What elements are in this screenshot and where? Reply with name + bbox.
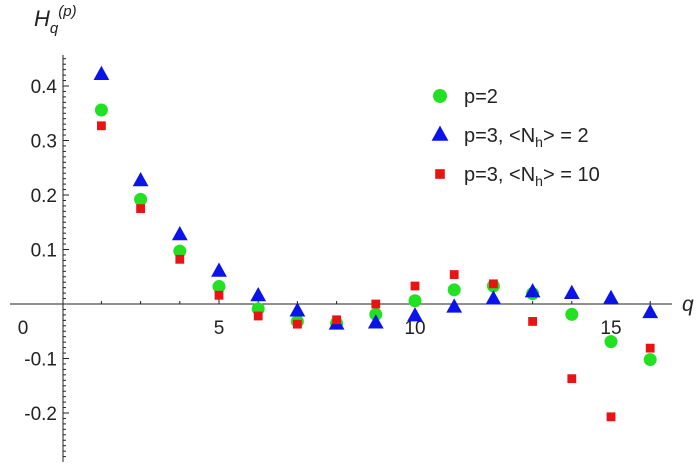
data-point-square <box>371 299 381 309</box>
y-axis-label-superscript: (p) <box>58 3 76 20</box>
data-point-square <box>528 317 537 326</box>
legend-marker-circle <box>433 89 447 103</box>
legend-label: p=3, <Nh> = 10 <box>464 164 600 189</box>
data-point-circle <box>173 244 187 258</box>
data-point-triangle <box>446 298 463 313</box>
data-point-square <box>97 121 106 131</box>
x-axis-label: q <box>682 293 694 316</box>
data-point-circle <box>643 353 657 367</box>
legend: p=2 p=3, <Nh> = 2 p=3, <Nh> = 10 <box>431 86 600 189</box>
data-point-triangle <box>563 284 580 300</box>
data-point-square <box>253 311 263 321</box>
legend-label: p=2 <box>464 86 498 108</box>
x-tick-label: 15 <box>600 318 621 339</box>
y-tick-label: -0.2 <box>24 404 57 425</box>
legend-marker-square <box>435 169 445 179</box>
data-point-square <box>449 270 459 279</box>
data-point-circle <box>408 294 422 308</box>
y-tick-label: 0.3 <box>31 132 57 153</box>
data-point-triangle <box>642 303 659 319</box>
data-point-triangle <box>407 307 423 322</box>
data-point-triangle <box>93 65 110 80</box>
data-point-square <box>410 281 420 291</box>
data-point-square <box>606 412 616 422</box>
data-point-circle <box>212 280 226 294</box>
data-point-triangle <box>367 314 384 329</box>
y-tick-label: 0.4 <box>31 77 58 98</box>
data-point-circle <box>134 192 148 206</box>
data-point-square <box>136 204 145 214</box>
data-point-triangle <box>171 225 188 241</box>
x-tick-label: 10 <box>404 318 425 339</box>
data-points <box>93 65 659 422</box>
data-point-triangle <box>524 283 541 298</box>
data-point-circle <box>565 307 579 321</box>
y-tick-label: -0.1 <box>24 350 57 371</box>
y-axis-label-subscript: q <box>50 20 59 37</box>
data-point-triangle <box>211 262 227 277</box>
data-point-circle <box>604 335 618 349</box>
data-point-square <box>489 279 498 289</box>
y-tick-label: 0.1 <box>31 241 57 262</box>
y-axis-label-base: H <box>34 6 50 31</box>
data-point-square <box>175 254 185 264</box>
x-tick-label: 0 <box>18 318 29 339</box>
data-point-square <box>645 343 655 353</box>
data-point-triangle <box>289 302 306 317</box>
y-axis-label: Hq(p) <box>34 3 77 37</box>
axes <box>10 55 672 462</box>
tick-labels: -0.2 -0.1 0.1 0.2 0.3 0.4 0 5 10 15 <box>18 77 622 425</box>
data-point-circle <box>447 283 461 297</box>
legend-marker-triangle <box>431 125 449 141</box>
data-point-square <box>214 290 224 300</box>
x-tick-label: 5 <box>214 318 225 339</box>
data-point-triangle <box>250 286 267 302</box>
data-point-square <box>332 315 341 325</box>
y-tick-label: 0.2 <box>31 186 57 207</box>
series-2 <box>93 65 659 330</box>
series-3 <box>97 121 655 422</box>
tick-marks <box>63 58 651 458</box>
data-point-square <box>293 319 302 329</box>
data-point-triangle <box>485 290 502 305</box>
data-point-circle <box>94 103 108 117</box>
data-point-triangle <box>132 171 149 187</box>
legend-label: p=3, <Nh> = 2 <box>464 125 589 150</box>
data-point-square <box>567 374 577 384</box>
data-point-triangle <box>603 289 619 304</box>
